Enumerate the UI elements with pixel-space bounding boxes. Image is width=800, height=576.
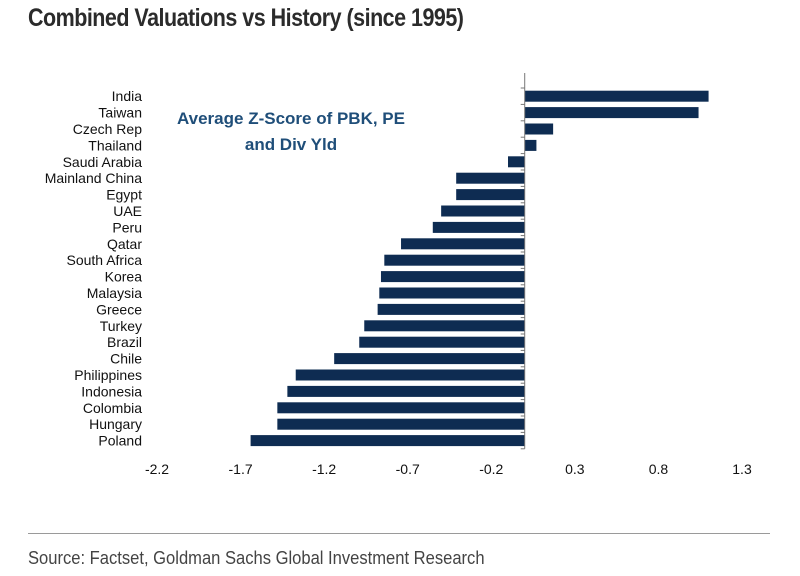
category-label: Egypt [106, 187, 142, 203]
bar-taiwan [524, 107, 699, 119]
bar-india [524, 90, 709, 102]
bar-south-africa [384, 254, 525, 266]
bar-indonesia [287, 385, 525, 397]
x-tick-label: -2.2 [145, 461, 169, 477]
chart-title: Combined Valuations vs History (since 19… [28, 4, 464, 32]
bar-hungary [277, 418, 525, 430]
category-label: South Africa [67, 252, 143, 268]
category-label: Chile [110, 351, 142, 367]
bar-mainland-china [456, 172, 525, 184]
category-label: Malaysia [87, 285, 142, 301]
annotation-line-1: Average Z-Score of PBK, PE [177, 109, 405, 128]
bar-peru [432, 221, 525, 233]
bar-uae [441, 205, 525, 217]
category-label: Indonesia [81, 383, 142, 399]
x-tick-label: -0.7 [396, 461, 420, 477]
category-label: Colombia [83, 400, 142, 416]
category-label: Qatar [107, 236, 142, 252]
x-tick-label: 1.3 [732, 461, 752, 477]
category-label: UAE [113, 203, 142, 219]
bar-philippines [295, 369, 525, 381]
x-tick-label: 0.8 [649, 461, 669, 477]
x-tick-label: -0.2 [479, 461, 503, 477]
footer-divider [28, 533, 770, 534]
bar-korea [380, 271, 525, 283]
category-label: Mainland China [45, 170, 142, 186]
category-label: Poland [98, 433, 142, 449]
bar-colombia [277, 402, 525, 414]
category-label: Greece [96, 301, 142, 317]
category-label: Thailand [88, 137, 142, 153]
category-label: Philippines [74, 367, 142, 383]
bar-greece [377, 303, 525, 315]
x-tick-label: -1.2 [312, 461, 336, 477]
category-label: Brazil [107, 334, 142, 350]
category-label: Korea [105, 269, 143, 285]
bar-saudi-arabia [508, 156, 525, 168]
x-tick-label: 0.3 [565, 461, 585, 477]
source-note: Source: Factset, Goldman Sachs Global In… [28, 548, 485, 568]
category-label: Hungary [89, 416, 142, 432]
bar-thailand [524, 139, 537, 151]
category-label: Taiwan [98, 105, 142, 121]
bar-qatar [401, 238, 525, 250]
category-label: Peru [112, 219, 142, 235]
category-label: Turkey [100, 318, 142, 334]
annotation-line-2: and Div Yld [245, 135, 337, 154]
category-label: Czech Rep [73, 121, 142, 137]
bar-poland [250, 435, 525, 447]
bar-chile [334, 353, 525, 365]
bar-egypt [456, 189, 525, 201]
bar-czech-rep [524, 123, 554, 135]
category-label: India [112, 88, 143, 104]
x-tick-label: -1.7 [229, 461, 253, 477]
bar-malaysia [379, 287, 525, 299]
category-label: Saudi Arabia [63, 154, 143, 170]
x-axis-ticks: -2.2 -1.7 -1.2 -0.7 -0.2 0.3 0.8 1.3 [145, 87, 752, 477]
bar-turkey [364, 320, 525, 332]
bar-brazil [359, 336, 525, 348]
bars-layer [250, 90, 709, 447]
